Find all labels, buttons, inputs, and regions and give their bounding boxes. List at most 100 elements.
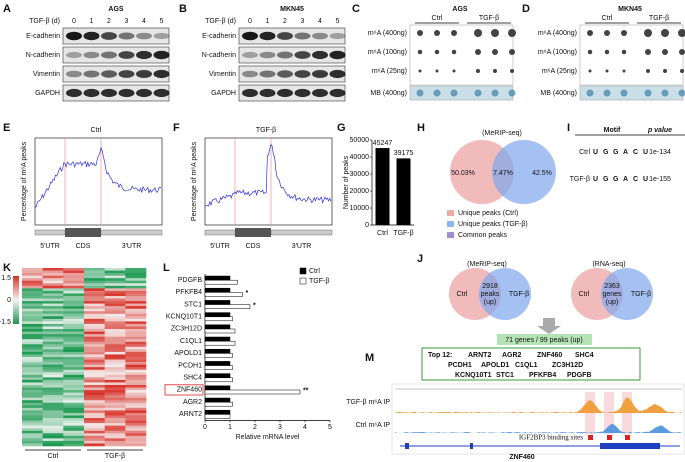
heat-cell xyxy=(104,295,126,299)
label: 2 xyxy=(283,18,287,25)
heat-cell xyxy=(125,290,147,294)
dot xyxy=(509,49,515,55)
heat-cell xyxy=(84,395,105,398)
utr5 xyxy=(204,229,236,236)
label: Unique peaks (Ctrl) xyxy=(458,210,518,217)
heat-cell xyxy=(63,329,85,332)
dot xyxy=(621,49,627,55)
heat-cell xyxy=(84,405,105,409)
heat-cell xyxy=(22,278,43,282)
heat-cell xyxy=(42,430,64,434)
heat-cell xyxy=(63,354,85,358)
heat-cell xyxy=(104,280,126,284)
heat-cell xyxy=(22,295,43,299)
arrow xyxy=(537,318,561,334)
heat-cell xyxy=(104,440,126,444)
dot xyxy=(474,89,482,97)
heat-cell xyxy=(84,425,105,429)
legend-swatch xyxy=(447,210,454,216)
bar xyxy=(204,312,231,317)
band xyxy=(259,70,276,78)
bar xyxy=(375,148,390,225)
heat-cell xyxy=(125,438,147,442)
heat-cell xyxy=(125,349,147,353)
heat-cell xyxy=(125,329,147,332)
heat-cell xyxy=(125,395,147,398)
label: 5'UTR xyxy=(40,243,60,250)
binding-site xyxy=(625,435,630,440)
heat-cell xyxy=(63,379,85,383)
heat-cell xyxy=(63,430,85,434)
heat-cell xyxy=(42,402,64,406)
heat-cell xyxy=(84,443,105,447)
band xyxy=(118,32,135,40)
heat-cell xyxy=(63,369,85,373)
heat-cell xyxy=(22,323,43,327)
heat-cell xyxy=(104,354,126,358)
label: E-cadherin xyxy=(26,33,60,40)
heat-cell xyxy=(104,341,126,345)
band xyxy=(294,88,311,98)
label: 3'UTR xyxy=(122,243,142,250)
heat-cell xyxy=(63,374,85,378)
heat-cell xyxy=(22,367,43,371)
x-axis-label: Relative mRNA level xyxy=(236,434,300,441)
label: 2918 xyxy=(482,283,498,290)
x-tick-label: 5 xyxy=(328,424,332,431)
heat-cell xyxy=(125,372,147,376)
heat-cell xyxy=(125,369,147,373)
label: 4 xyxy=(318,18,322,25)
y-tick-label: ZNF460 xyxy=(177,387,202,394)
heat-cell xyxy=(42,329,64,332)
heat-cell xyxy=(104,357,126,360)
heat-cell xyxy=(104,285,126,289)
heat-cell xyxy=(84,367,105,371)
dot xyxy=(644,89,652,97)
heat-cell xyxy=(42,336,64,340)
heat-cell xyxy=(63,412,85,416)
heat-cell xyxy=(84,311,105,315)
label: N-cadherin xyxy=(202,52,236,59)
heat-cell xyxy=(104,423,126,426)
heat-cell xyxy=(42,433,64,437)
heat-cell xyxy=(42,334,64,337)
y-tick-label: APOLD1 xyxy=(174,350,202,357)
label: 7.47% xyxy=(493,170,513,177)
heat-cell xyxy=(125,334,147,337)
heat-cell xyxy=(22,344,43,348)
heat-cell xyxy=(104,410,126,414)
heat-cell xyxy=(22,303,43,307)
bar xyxy=(204,348,231,354)
heat-cell xyxy=(42,438,64,442)
label: E-cadherin xyxy=(202,33,236,40)
heat-cell xyxy=(104,311,126,315)
label: Ctrl xyxy=(602,15,613,22)
heat-cell xyxy=(125,387,147,391)
band xyxy=(118,51,135,59)
heat-cell xyxy=(104,443,126,447)
heat-cell xyxy=(42,367,64,371)
heat-cell xyxy=(125,390,147,393)
heat-cell xyxy=(125,346,147,350)
band xyxy=(136,32,152,40)
heat-cell xyxy=(104,359,126,363)
color-scale xyxy=(13,276,19,324)
heat-cell xyxy=(84,390,105,393)
heat-cell xyxy=(125,275,147,279)
heat-cell xyxy=(104,329,126,332)
heat-cell xyxy=(84,418,105,421)
bar xyxy=(204,414,231,419)
heat-cell xyxy=(63,359,85,363)
heat-cell xyxy=(42,423,64,426)
heat-cell xyxy=(84,351,105,355)
heat-cell xyxy=(42,339,64,343)
heat-cell xyxy=(63,283,85,287)
heat-cell xyxy=(63,288,85,292)
bar xyxy=(396,158,411,225)
heat-cell xyxy=(22,270,43,274)
heat-cell xyxy=(104,331,126,335)
heat-cell xyxy=(63,392,85,396)
heat-cell xyxy=(125,415,147,419)
band xyxy=(312,50,328,60)
heat-cell xyxy=(63,270,85,274)
